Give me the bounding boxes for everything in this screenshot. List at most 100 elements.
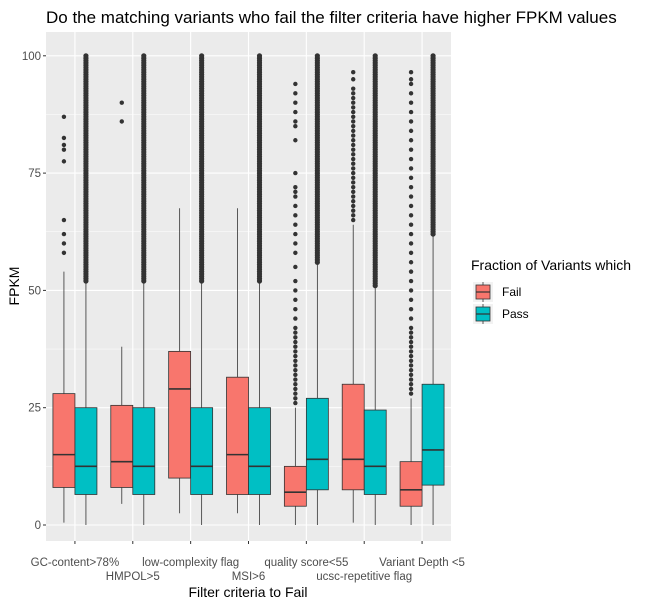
outlier-point	[293, 250, 298, 256]
outlier-point	[293, 100, 298, 105]
x-tick-label: GC-content>78%	[31, 557, 120, 569]
outlier-point	[408, 358, 414, 363]
outlier-point	[351, 175, 356, 180]
outlier-point	[293, 339, 298, 345]
outlier-point	[61, 217, 67, 223]
box-fail	[399, 398, 423, 525]
outlier-point	[293, 386, 298, 392]
outlier-point	[351, 208, 356, 213]
outlier-point	[408, 138, 414, 143]
outlier-point	[408, 147, 414, 152]
box-body	[190, 407, 214, 495]
legend-item-pass: Pass	[473, 304, 529, 324]
outlier-point	[293, 396, 298, 401]
outlier-point	[408, 241, 414, 246]
outlier-point	[408, 269, 414, 274]
outlier-point	[61, 114, 67, 119]
outlier-point	[408, 316, 414, 321]
y-tick-label: 50	[28, 285, 41, 297]
outlier-point	[61, 135, 67, 141]
box-pass	[74, 281, 98, 525]
outlier-point	[351, 105, 356, 110]
y-axis-ticks: 0 25 50 75 100	[22, 51, 46, 532]
outlier-point	[351, 138, 356, 143]
box-body	[399, 461, 423, 507]
x-tick-label: low-complexity flag	[142, 557, 239, 569]
box-body	[363, 409, 387, 495]
outlier-point	[293, 203, 298, 209]
outlier-point	[430, 53, 436, 59]
outlier-point	[293, 358, 298, 363]
outlier-point	[351, 123, 356, 129]
outlier-point	[351, 170, 356, 176]
outlier-point	[408, 222, 414, 227]
box-body	[283, 465, 307, 507]
box-body	[74, 407, 98, 495]
outlier-point	[293, 306, 298, 312]
x-axis-ticks: GC-content>78% HMPOL>5 low-complexity flag…	[31, 541, 465, 583]
outlier-point	[351, 203, 356, 209]
box-body	[52, 393, 76, 488]
outlier-point	[408, 119, 414, 124]
outlier-point	[293, 81, 298, 87]
outlier-point	[293, 377, 298, 382]
outlier-point	[141, 53, 147, 59]
outlier-point	[351, 217, 356, 223]
outlier-point	[351, 180, 356, 185]
x-tick-label: quality score<55	[264, 557, 348, 569]
outlier-point	[293, 189, 298, 195]
outlier-point	[314, 53, 320, 59]
outlier-point	[293, 109, 298, 115]
box-fail	[283, 407, 307, 525]
box-body	[132, 407, 156, 495]
box-pass	[248, 281, 271, 525]
outlier-point	[351, 184, 356, 190]
outlier-point	[408, 391, 414, 396]
outlier-point	[293, 119, 298, 124]
outlier-point	[408, 306, 414, 312]
outlier-point	[408, 156, 414, 162]
outlier-point	[61, 241, 67, 246]
outlier-point	[408, 128, 414, 134]
outlier-point	[408, 175, 414, 180]
y-tick-label: 75	[28, 168, 41, 180]
outlier-point	[351, 147, 356, 152]
outlier-point	[119, 119, 124, 124]
outlier-point	[256, 53, 263, 59]
outlier-point	[293, 353, 298, 359]
outlier-point	[293, 222, 298, 227]
x-tick-label: MSI>6	[232, 571, 266, 583]
outlier-point	[351, 114, 356, 119]
outlier-point	[351, 100, 356, 105]
outlier-point	[408, 184, 414, 190]
outlier-point	[293, 382, 298, 387]
outlier-point	[351, 95, 356, 101]
x-tick-label: ucsc-repetitive flag	[316, 571, 412, 583]
box-pass	[421, 234, 445, 525]
outlier-point	[408, 367, 414, 373]
outlier-point	[61, 147, 67, 152]
outlier-point	[408, 382, 414, 387]
outlier-point	[408, 81, 414, 87]
box-body	[110, 404, 134, 488]
outliers	[61, 53, 436, 406]
outlier-point	[293, 231, 298, 237]
outlier-point	[351, 161, 356, 166]
outlier-point	[293, 325, 298, 331]
outlier-point	[408, 260, 414, 265]
y-tick-label: 25	[28, 403, 41, 415]
box-body	[168, 350, 192, 479]
outlier-point	[293, 213, 298, 218]
outlier-point	[293, 278, 298, 284]
outlier-point	[61, 231, 67, 237]
outlier-point	[351, 109, 356, 115]
outlier-point	[293, 391, 298, 396]
outlier-point	[408, 339, 414, 345]
box-body	[305, 397, 329, 491]
outlier-point	[408, 100, 414, 105]
outlier-point	[351, 133, 356, 138]
legend: Fraction of Variants which Fail Pass	[471, 257, 631, 324]
outlier-point	[351, 70, 356, 75]
outlier-point	[293, 170, 298, 176]
